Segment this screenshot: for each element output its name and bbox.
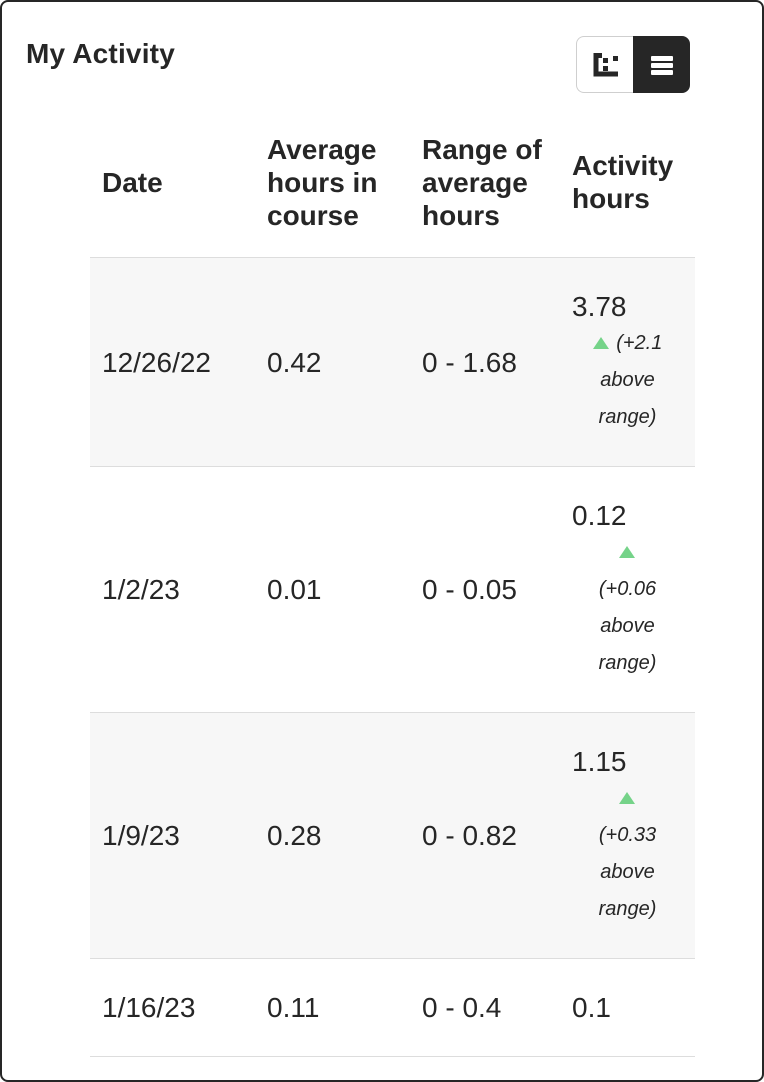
chart-view-button[interactable] — [576, 36, 633, 93]
list-view-button[interactable] — [633, 36, 690, 93]
activity-hours-cell: 0.1 — [560, 989, 695, 1026]
table-row: 1/16/23 0.11 0 - 0.4 0.1 — [90, 958, 695, 1057]
up-triangle-icon — [618, 792, 635, 804]
table-header-row: Date Average hours in course Range of av… — [90, 107, 695, 257]
table-row: 1/2/23 0.01 0 - 0.05 0.12 (+0.06 above r… — [90, 466, 695, 712]
indicator-note: (+0.33 above range) — [598, 824, 657, 920]
range-cell: 0 - 0.82 — [422, 820, 517, 851]
activity-hours-value: 3.78 — [572, 291, 627, 322]
above-range-indicator: (+0.33 above range) — [590, 780, 666, 928]
average-hours-cell: 0.11 — [267, 992, 320, 1023]
above-range-indicator: (+2.1 above range) — [590, 325, 666, 436]
table-row: 12/26/22 0.42 0 - 1.68 3.78 (+2.1 above … — [90, 257, 695, 466]
activity-hours-cell: 0.12 (+0.06 above range) — [560, 497, 695, 682]
range-cell: 0 - 0.05 — [422, 574, 517, 605]
activity-hours-cell: 1.15 (+0.33 above range) — [560, 743, 695, 928]
page-title: My Activity — [26, 38, 175, 69]
list-icon — [650, 55, 673, 75]
card-header: My Activity — [2, 2, 762, 93]
up-triangle-icon — [618, 546, 635, 558]
date-cell: 1/2/23 — [102, 574, 180, 605]
above-range-indicator: (+0.06 above range) — [590, 534, 666, 682]
date-cell: 1/9/23 — [102, 820, 180, 851]
range-cell: 0 - 1.68 — [422, 346, 517, 378]
indicator-note: (+0.06 above range) — [598, 578, 657, 674]
date-cell: 12/26/22 — [102, 346, 211, 378]
average-hours-cell: 0.42 — [267, 346, 322, 378]
activity-hours-value: 0.12 — [572, 500, 627, 531]
date-cell: 1/16/23 — [102, 992, 196, 1023]
activity-table: Date Average hours in course Range of av… — [90, 107, 695, 1057]
column-header-date: Date — [102, 166, 163, 198]
activity-hours-value: 0.1 — [572, 992, 611, 1023]
activity-hours-cell: 3.78 (+2.1 above range) — [560, 288, 695, 436]
average-hours-cell: 0.28 — [267, 820, 322, 851]
column-header-activity-hours: Activity hours — [572, 150, 674, 214]
average-hours-cell: 0.01 — [267, 574, 322, 605]
range-cell: 0 - 0.4 — [422, 992, 502, 1023]
indicator-note: (+2.1 above range) — [598, 332, 663, 428]
scatter-chart-icon — [593, 52, 618, 76]
column-header-range: Range of average hours — [422, 133, 542, 231]
table-row: 1/9/23 0.28 0 - 0.82 1.15 (+0.33 above r… — [90, 712, 695, 958]
view-toggle — [576, 36, 690, 93]
up-triangle-icon — [592, 337, 609, 349]
column-header-average-hours: Average hours in course — [267, 133, 378, 231]
activity-hours-value: 1.15 — [572, 746, 627, 777]
